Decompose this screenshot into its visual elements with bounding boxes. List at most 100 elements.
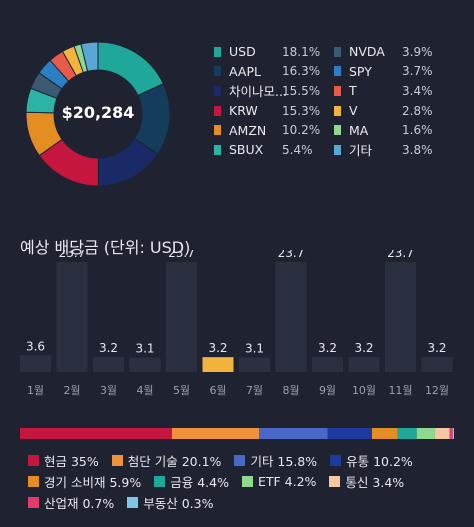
holding-legend-item: KRW 15.3%: [214, 101, 324, 121]
dividend-bar-12[interactable]: [421, 357, 453, 372]
holding-legend-item: T 3.4%: [334, 81, 454, 101]
category-legend-item: 현금 35%: [28, 451, 99, 470]
holding-swatch: [334, 66, 341, 77]
dividend-value-label: 3.6: [26, 339, 45, 353]
month-label: 12월: [425, 384, 449, 397]
holding-name: V: [349, 103, 358, 119]
dividend-value-label: 3.2: [427, 341, 446, 355]
dividend-value-label: 23.7: [387, 250, 414, 260]
category-swatch: [241, 476, 253, 487]
holding-name: AMZN: [229, 122, 267, 138]
category-label: ETF 4.2%: [257, 474, 317, 489]
category-label: 금융 4.4%: [170, 475, 229, 490]
category-segment-5: [397, 428, 417, 439]
dividend-bar-10[interactable]: [348, 357, 380, 372]
dividend-bar-5[interactable]: [166, 262, 197, 372]
dividend-bar-7[interactable]: [239, 357, 270, 372]
holding-legend-item: AAPL 16.3%: [214, 62, 324, 82]
holding-pct: 16.3%: [282, 64, 321, 79]
holding-pct: 3.9%: [402, 44, 433, 59]
holding-legend-item: V 2.8%: [334, 101, 454, 121]
category-swatch: [28, 497, 39, 508]
holding-legend-item: 차이나모... 15.5%: [214, 81, 324, 101]
holding-legend-item: MA 1.6%: [334, 120, 454, 140]
holdings-legend-left: USD 18.1% AAPL 16.3% 차이나모... 15.5% KRW 15.3% AMZ…: [214, 42, 324, 160]
dividend-bar-3[interactable]: [93, 357, 124, 372]
category-swatch: [234, 455, 246, 466]
dividend-bar-1[interactable]: [20, 355, 51, 372]
dividend-bar-9[interactable]: [312, 357, 343, 372]
month-label: 3월: [100, 384, 117, 397]
category-segment-6: [416, 428, 435, 439]
category-swatch: [28, 455, 39, 466]
category-swatch: [28, 476, 39, 487]
holding-swatch: [214, 144, 221, 155]
category-legend-item: 산업재 0.7%: [28, 493, 114, 512]
category-label: 현금 35%: [44, 454, 99, 469]
category-label: 경기 소비재 5.9%: [44, 475, 142, 490]
month-label: 9월: [319, 384, 336, 397]
holding-name: AAPL: [229, 63, 261, 79]
category-label: 유통 10.2%: [346, 454, 413, 469]
dividend-bar-2[interactable]: [56, 262, 88, 372]
holding-swatch: [214, 85, 221, 96]
category-legend-item: 경기 소비재 5.9%: [28, 472, 141, 491]
category-swatch: [154, 476, 166, 487]
month-label: 6월: [209, 384, 226, 397]
holding-name: SPY: [349, 63, 372, 79]
holding-legend-item: AMZN 10.2%: [214, 120, 324, 140]
category-legend-item: 첨단 기술 20.1%: [111, 451, 222, 470]
dividend-value-label: 3.2: [354, 341, 373, 355]
dividend-value-label: 3.2: [318, 341, 337, 355]
dividend-value-label: 23.7: [168, 250, 195, 260]
dividend-value-label: 23.7: [59, 250, 86, 260]
dividend-value-label: 3.2: [99, 341, 118, 355]
category-legend: 현금 35% 첨단 기술 20.1% 기타 15.8% 유통 10.2% 경기 소비재 …: [28, 450, 468, 513]
category-segment-1: [171, 428, 260, 439]
holding-pct: 1.6%: [402, 123, 433, 138]
dividend-value-label: 3.2: [208, 341, 227, 355]
holding-pct: 18.1%: [282, 44, 321, 59]
category-label: 첨단 기술 20.1%: [127, 454, 222, 469]
dividend-bar-chart: 3.6 1월 23.7 2월 3.2 3월 3.1 4월 23.7 5월 3.2 6월 3.1 7월 23.…: [20, 250, 453, 397]
holding-pct: 5.4%: [282, 142, 313, 157]
holding-name: KRW: [229, 103, 258, 119]
dividend-bar-8[interactable]: [275, 262, 307, 372]
holding-pct: 3.4%: [402, 83, 433, 98]
category-legend-item: 통신 3.4%: [329, 472, 404, 491]
holding-legend-item: 기타 3.8%: [334, 140, 454, 160]
holding-pct: 3.8%: [402, 142, 433, 157]
holding-swatch: [334, 105, 341, 116]
category-segment-0: [20, 428, 172, 439]
dividend-bar-6[interactable]: [202, 357, 234, 372]
holding-legend-item: SBUX 5.4%: [214, 140, 324, 160]
holding-swatch: [334, 46, 341, 57]
holding-swatch: [334, 85, 341, 96]
holding-name: MA: [349, 122, 369, 138]
category-legend-item: 금융 4.4%: [154, 472, 229, 491]
month-label: 5월: [173, 384, 190, 397]
holding-pct: 2.8%: [402, 103, 433, 118]
category-label: 산업재 0.7%: [44, 496, 115, 511]
holding-legend-item: SPY 3.7%: [334, 62, 454, 82]
category-legend-item: 유통 10.2%: [330, 451, 413, 470]
holding-name: T: [349, 83, 357, 99]
month-label: 8월: [282, 384, 299, 397]
holding-name: NVDA: [349, 44, 385, 60]
category-segment-4: [371, 428, 398, 439]
portfolio-donut-chart: [25, 41, 171, 187]
category-legend-row: 산업재 0.7% 부동산 0.3%: [28, 492, 468, 513]
category-segment-7: [434, 428, 450, 439]
holdings-legend-right: NVDA 3.9% SPY 3.7% T 3.4% V 2.8% MA 1.6% 기타 3.8%: [334, 42, 454, 160]
holding-pct: 3.7%: [402, 64, 433, 79]
holding-pct: 15.5%: [282, 83, 321, 98]
category-legend-item: ETF 4.2%: [241, 474, 317, 489]
holding-swatch: [214, 46, 221, 57]
category-legend-row: 현금 35% 첨단 기술 20.1% 기타 15.8% 유통 10.2%: [28, 450, 468, 471]
dividend-bar-4[interactable]: [129, 357, 161, 372]
month-label: 2월: [63, 384, 80, 397]
category-segment-2: [259, 428, 328, 439]
month-label: 10월: [352, 384, 376, 397]
holding-legend-item: NVDA 3.9%: [334, 42, 454, 62]
dividend-bar-11[interactable]: [385, 262, 416, 372]
